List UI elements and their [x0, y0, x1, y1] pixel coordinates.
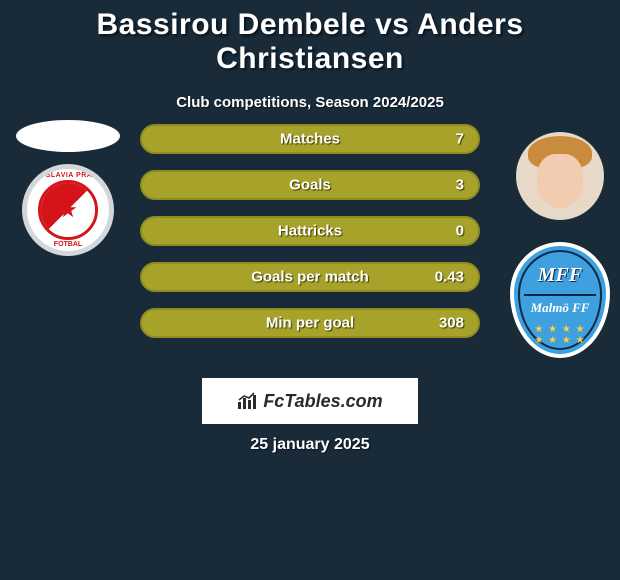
right-player-photo: [516, 132, 604, 220]
stat-label: Hattricks: [278, 223, 342, 240]
subtitle: Club competitions, Season 2024/2025: [0, 94, 620, 111]
stat-row: Hattricks 0: [140, 216, 480, 246]
branding-box: FcTables.com: [202, 378, 418, 424]
stat-value: 7: [456, 131, 464, 148]
left-club-ring-bottom: FOTBAL: [27, 241, 109, 248]
right-player-column: MFF Malmö FF ★ ★ ★ ★★ ★ ★ ★: [508, 132, 612, 358]
stat-row: Goals 3: [140, 170, 480, 200]
stat-label: Goals: [289, 177, 331, 194]
branding-text: FcTables.com: [263, 391, 382, 412]
right-club-badge: MFF Malmö FF ★ ★ ★ ★★ ★ ★ ★: [510, 242, 610, 358]
stat-value: 0.43: [435, 269, 464, 286]
right-club-stars: ★ ★ ★ ★★ ★ ★ ★: [510, 324, 610, 346]
stat-label: Min per goal: [266, 315, 354, 332]
star-icon: ★: [58, 197, 78, 223]
stat-row: Min per goal 308: [140, 308, 480, 338]
stat-label: Matches: [280, 131, 340, 148]
right-club-label: Malmö FF: [510, 300, 610, 316]
stat-value: 3: [456, 177, 464, 194]
left-player-column: SK SLAVIA PRAHA ★ FOTBAL: [8, 120, 128, 256]
stat-row: Goals per match 0.43: [140, 262, 480, 292]
stat-value: 0: [456, 223, 464, 240]
left-club-badge: SK SLAVIA PRAHA ★ FOTBAL: [22, 164, 114, 256]
left-club-inner: ★: [38, 180, 98, 240]
left-club-ring-top: SK SLAVIA PRAHA: [27, 172, 109, 179]
stat-label: Goals per match: [251, 269, 369, 286]
stat-row: Matches 7: [140, 124, 480, 154]
stats-list: Matches 7 Goals 3 Hattricks 0 Goals per match 0…: [140, 124, 480, 354]
page-title: Bassirou Dembele vs Anders Christiansen: [0, 0, 620, 76]
left-player-photo: [16, 120, 120, 152]
right-club-monogram: MFF: [510, 264, 610, 287]
stat-value: 308: [439, 315, 464, 332]
chart-icon: [237, 392, 259, 410]
date-label: 25 january 2025: [0, 436, 620, 454]
